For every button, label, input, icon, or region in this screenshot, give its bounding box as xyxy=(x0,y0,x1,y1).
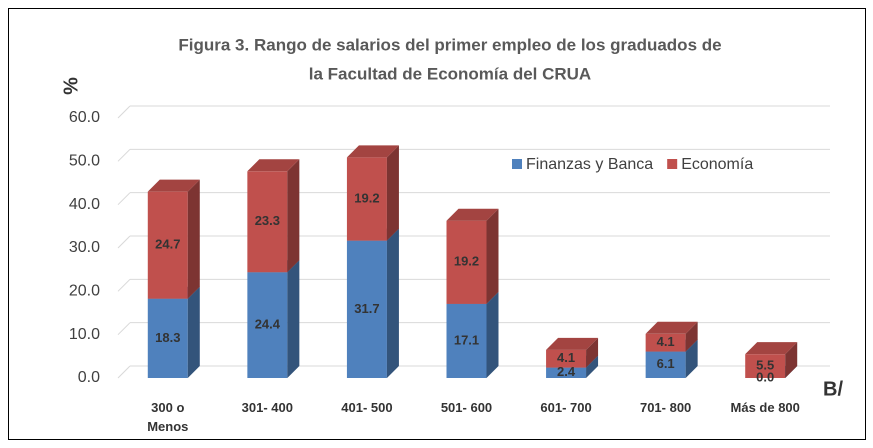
bar-side xyxy=(685,339,698,378)
value-label: 5.5 xyxy=(756,358,774,373)
x-axis-label: B/ xyxy=(823,378,843,400)
bar-segment xyxy=(645,333,686,352)
grid-line xyxy=(117,365,131,379)
bar-top xyxy=(745,342,798,355)
x-tick-label: 501- 600 xyxy=(440,400,493,415)
value-label: 31.7 xyxy=(354,301,379,316)
chart-title: Figura 3. Rango de salarios del primer e… xyxy=(178,35,721,54)
value-label: 4.1 xyxy=(557,350,575,365)
grid-line xyxy=(117,235,131,249)
value-label: 2.4 xyxy=(557,364,576,379)
bar-top xyxy=(147,179,200,192)
y-tick-label: 20.0 xyxy=(69,283,100,300)
x-tick-label: 601- 700 xyxy=(540,400,592,415)
value-label: 0.0 xyxy=(756,369,774,384)
legend-label: Economía xyxy=(681,156,753,173)
bar-segment xyxy=(446,220,487,304)
grid-line xyxy=(117,322,131,336)
bar-side xyxy=(685,321,698,352)
legend-label: Finanzas y Banca xyxy=(526,156,653,173)
bar-side xyxy=(785,342,798,378)
x-tick-label: Más de 800 xyxy=(730,400,800,415)
bar-top xyxy=(446,208,499,221)
legend-swatch xyxy=(667,159,678,169)
bar-segment xyxy=(346,157,387,241)
y-tick-label: 40.0 xyxy=(69,196,100,213)
bar-side xyxy=(287,260,300,378)
bar-side xyxy=(187,286,200,378)
y-tick-label: 10.0 xyxy=(69,326,100,343)
value-label: 18.3 xyxy=(155,330,180,345)
bar-top xyxy=(346,145,399,158)
bar-side xyxy=(586,355,599,378)
x-tick-label: 301- 400 xyxy=(241,400,293,415)
value-label: 19.2 xyxy=(354,190,379,205)
bar-segment xyxy=(147,298,188,378)
x-tick-label: 701- 800 xyxy=(639,400,692,415)
value-label: 17.1 xyxy=(454,332,479,347)
value-label: 24.7 xyxy=(155,237,180,252)
grid-line xyxy=(117,105,131,119)
value-label: 19.2 xyxy=(454,254,479,269)
bar-side xyxy=(187,179,200,299)
bar-segment xyxy=(247,272,288,378)
value-label: 23.3 xyxy=(255,213,280,228)
value-label: 6.1 xyxy=(657,356,675,371)
bar-side xyxy=(486,291,499,378)
y-axis-label: % xyxy=(60,77,82,95)
bar-segment xyxy=(546,367,587,378)
bar-side xyxy=(287,159,300,273)
bar-top xyxy=(645,321,698,334)
x-tick-label: 300 o Menos xyxy=(147,400,189,434)
bar-segment xyxy=(346,240,387,378)
grid-line xyxy=(117,192,131,206)
y-tick-label: 50.0 xyxy=(69,153,100,170)
bar-segment xyxy=(247,171,288,273)
chart-title: la Facultad de Economía del CRUA xyxy=(309,64,591,83)
y-tick-label: 0.0 xyxy=(78,369,100,386)
y-tick-label: 60.0 xyxy=(69,109,100,126)
legend-swatch xyxy=(512,159,522,169)
bar-segment xyxy=(645,351,686,378)
value-label: 4.1 xyxy=(657,334,675,349)
bar-side xyxy=(586,337,599,368)
bar-side xyxy=(386,145,399,241)
grid-line xyxy=(117,148,131,162)
bar-segment xyxy=(147,191,188,299)
bar-top xyxy=(546,337,599,350)
bar-top xyxy=(247,159,300,172)
bar-side xyxy=(386,228,399,378)
value-label: 24.4 xyxy=(255,317,281,332)
x-tick-label: 401- 500 xyxy=(341,400,393,415)
bar-segment xyxy=(745,354,786,378)
bar-segment xyxy=(546,349,587,368)
grid-line xyxy=(117,278,131,292)
y-tick-label: 30.0 xyxy=(69,239,100,256)
bar-segment xyxy=(446,303,487,378)
bar-side xyxy=(486,208,499,304)
